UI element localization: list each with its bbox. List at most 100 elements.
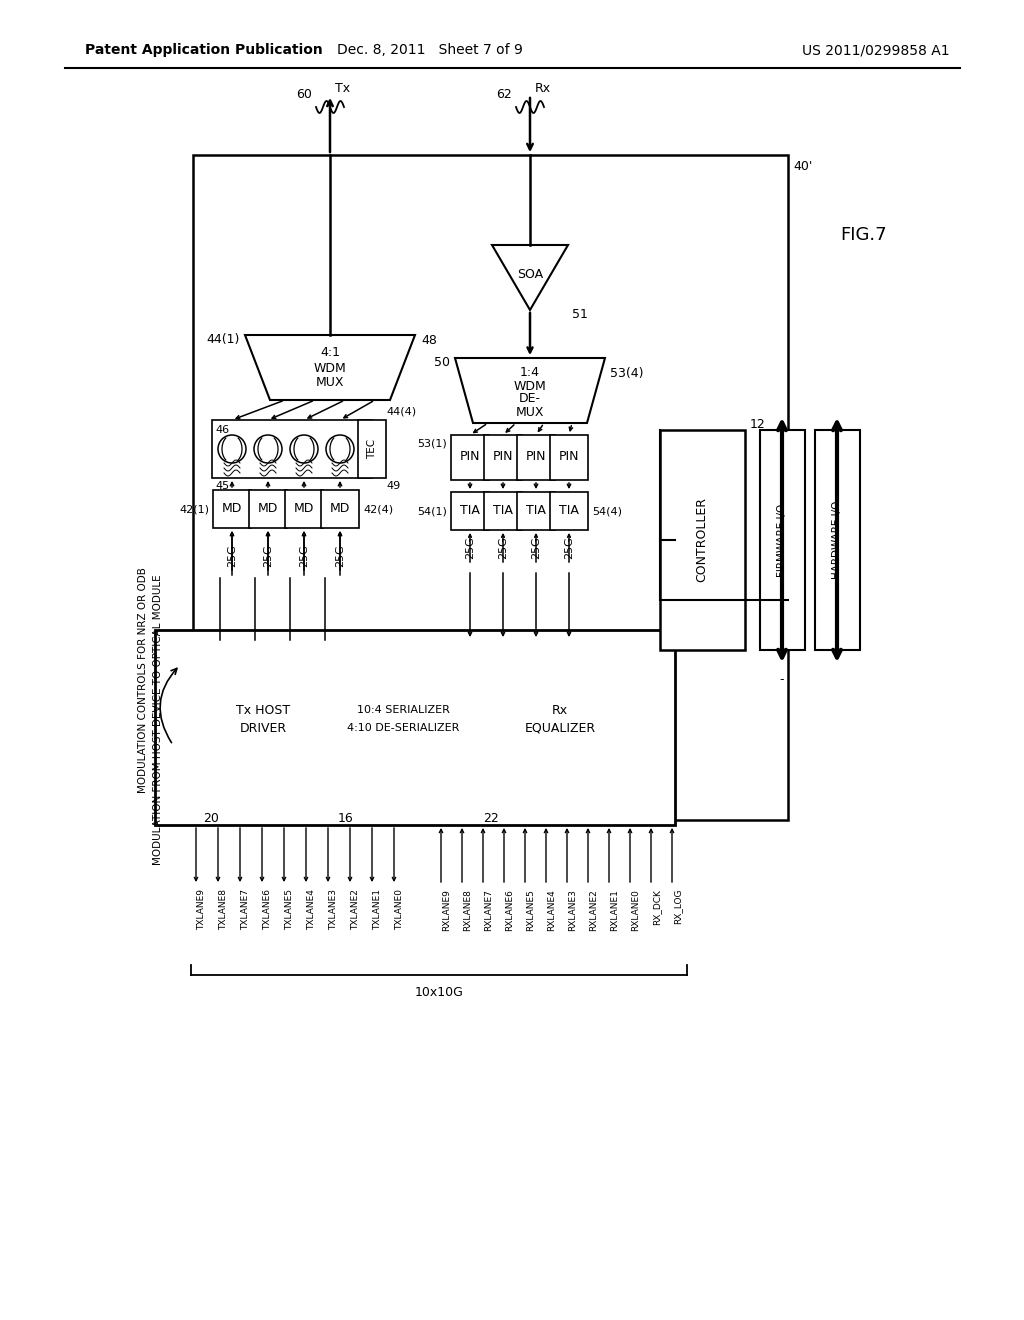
Text: TXLANE4: TXLANE4 xyxy=(307,888,316,929)
Bar xyxy=(338,655,468,795)
Text: SOA: SOA xyxy=(517,268,543,281)
Text: PIN: PIN xyxy=(493,450,513,463)
Bar xyxy=(321,490,359,528)
Text: Rx: Rx xyxy=(552,704,568,717)
Text: Rx: Rx xyxy=(535,82,551,95)
Text: TIA: TIA xyxy=(460,504,480,517)
Text: RX_DCK: RX_DCK xyxy=(652,888,662,925)
Bar xyxy=(815,430,860,649)
Text: 50: 50 xyxy=(434,356,450,370)
FancyArrowPatch shape xyxy=(160,668,177,743)
Text: MD: MD xyxy=(330,503,350,516)
Text: 12: 12 xyxy=(750,418,766,432)
Text: 62: 62 xyxy=(497,88,512,102)
Text: 25G: 25G xyxy=(299,545,309,568)
Text: RXLANE5: RXLANE5 xyxy=(526,888,535,931)
Text: MODULATION CONTROLS FOR NRZ OR ODB: MODULATION CONTROLS FOR NRZ OR ODB xyxy=(138,568,148,793)
Text: 10x10G: 10x10G xyxy=(415,986,464,999)
Text: DRIVER: DRIVER xyxy=(240,722,287,734)
Text: MD: MD xyxy=(258,503,279,516)
Text: 4:1: 4:1 xyxy=(319,346,340,359)
Text: MODULATION FROM HOST DEVICE TO OPTICAL MODULE: MODULATION FROM HOST DEVICE TO OPTICAL M… xyxy=(153,574,163,866)
Text: WDM: WDM xyxy=(514,380,547,392)
Text: CONTROLLER: CONTROLLER xyxy=(695,498,709,582)
Text: 46: 46 xyxy=(215,425,229,436)
Bar xyxy=(358,420,386,478)
Text: RXLANE4: RXLANE4 xyxy=(547,888,556,931)
Text: 45: 45 xyxy=(215,480,229,491)
Text: 42(4): 42(4) xyxy=(362,504,393,513)
Bar xyxy=(155,630,675,825)
Bar xyxy=(550,492,588,531)
Bar xyxy=(483,655,638,795)
Text: TXLANE2: TXLANE2 xyxy=(351,888,360,929)
Text: US 2011/0299858 A1: US 2011/0299858 A1 xyxy=(803,44,950,57)
Text: 48: 48 xyxy=(421,334,437,346)
Bar xyxy=(285,490,323,528)
Text: RXLANE9: RXLANE9 xyxy=(442,888,451,931)
Text: 16: 16 xyxy=(338,812,353,825)
Text: 54(4): 54(4) xyxy=(592,506,622,516)
Text: 25G: 25G xyxy=(531,537,541,560)
Text: 25G: 25G xyxy=(465,537,475,560)
Text: 25G: 25G xyxy=(263,545,273,568)
Bar xyxy=(484,436,522,480)
Text: TXLANE6: TXLANE6 xyxy=(263,888,272,931)
Text: 51: 51 xyxy=(572,309,588,322)
Circle shape xyxy=(290,436,318,463)
Text: TIA: TIA xyxy=(494,504,513,517)
Text: 25G: 25G xyxy=(335,545,345,568)
Bar xyxy=(760,430,805,649)
Text: RXLANE7: RXLANE7 xyxy=(484,888,493,931)
Text: 53(1): 53(1) xyxy=(417,438,447,447)
Text: TIA: TIA xyxy=(559,504,579,517)
Text: HARDWARE I/O: HARDWARE I/O xyxy=(831,500,842,579)
Text: 4:10 DE-SERIALIZER: 4:10 DE-SERIALIZER xyxy=(347,723,459,733)
Text: RXLANE6: RXLANE6 xyxy=(505,888,514,931)
Text: 20: 20 xyxy=(203,812,219,825)
Text: Dec. 8, 2011   Sheet 7 of 9: Dec. 8, 2011 Sheet 7 of 9 xyxy=(337,44,523,57)
Text: MD: MD xyxy=(294,503,314,516)
Bar xyxy=(451,436,489,480)
Text: WDM: WDM xyxy=(313,362,346,375)
Text: TXLANE7: TXLANE7 xyxy=(241,888,250,931)
Text: TXLANE0: TXLANE0 xyxy=(395,888,404,931)
Text: RXLANE2: RXLANE2 xyxy=(589,888,598,931)
Bar xyxy=(660,430,745,649)
Text: 22: 22 xyxy=(483,812,499,825)
Bar xyxy=(188,640,658,810)
Bar xyxy=(249,490,287,528)
Circle shape xyxy=(326,436,354,463)
Text: 53(4): 53(4) xyxy=(610,367,643,380)
Text: Patent Application Publication: Patent Application Publication xyxy=(85,44,323,57)
Polygon shape xyxy=(455,358,605,422)
Text: DE-: DE- xyxy=(519,392,541,405)
Text: PIN: PIN xyxy=(460,450,480,463)
Bar xyxy=(550,436,588,480)
Text: MUX: MUX xyxy=(516,407,544,420)
Text: MUX: MUX xyxy=(315,376,344,389)
Text: FIRMWARE I/O: FIRMWARE I/O xyxy=(777,503,787,577)
Polygon shape xyxy=(492,246,568,310)
Text: TXLANE3: TXLANE3 xyxy=(329,888,338,931)
Text: RXLANE0: RXLANE0 xyxy=(631,888,640,931)
Text: 25G: 25G xyxy=(227,545,237,568)
Text: TEC: TEC xyxy=(367,440,377,459)
Bar xyxy=(212,420,372,478)
Bar xyxy=(517,492,555,531)
Text: EQUALIZER: EQUALIZER xyxy=(524,722,596,734)
Text: 44(1): 44(1) xyxy=(207,334,240,346)
Bar xyxy=(193,154,788,820)
Polygon shape xyxy=(245,335,415,400)
Text: Tx HOST: Tx HOST xyxy=(236,704,290,717)
Text: 40': 40' xyxy=(793,160,812,173)
Circle shape xyxy=(218,436,246,463)
Text: TIA: TIA xyxy=(526,504,546,517)
Bar xyxy=(517,436,555,480)
Bar xyxy=(203,655,323,795)
Bar xyxy=(213,490,251,528)
Text: 44(4): 44(4) xyxy=(386,407,416,417)
Text: PIN: PIN xyxy=(525,450,546,463)
Text: PIN: PIN xyxy=(559,450,580,463)
Text: FIG.7: FIG.7 xyxy=(840,226,887,244)
